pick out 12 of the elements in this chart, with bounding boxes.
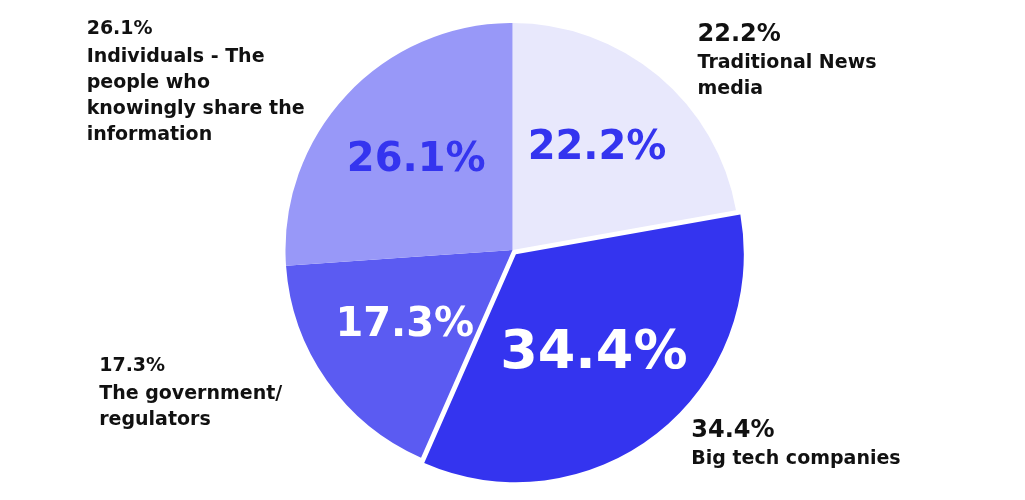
slice-label: The government/ regulators (99, 380, 283, 429)
data-label: 22.2% (527, 122, 667, 169)
text: 17.3% (99, 352, 166, 375)
slice-label: Big tech companies (691, 446, 901, 469)
slice-label: Traditional News media (697, 49, 877, 98)
slice-label: Individuals - The people who knowingly share the information (86, 44, 305, 145)
text: 34.4% (691, 415, 775, 444)
data-label: 26.1% (346, 133, 486, 180)
data-label: 17.3% (335, 299, 475, 346)
data-label: 34.4% (500, 317, 688, 381)
text: 26.1% (86, 16, 153, 39)
text: 22.2% (697, 18, 781, 47)
